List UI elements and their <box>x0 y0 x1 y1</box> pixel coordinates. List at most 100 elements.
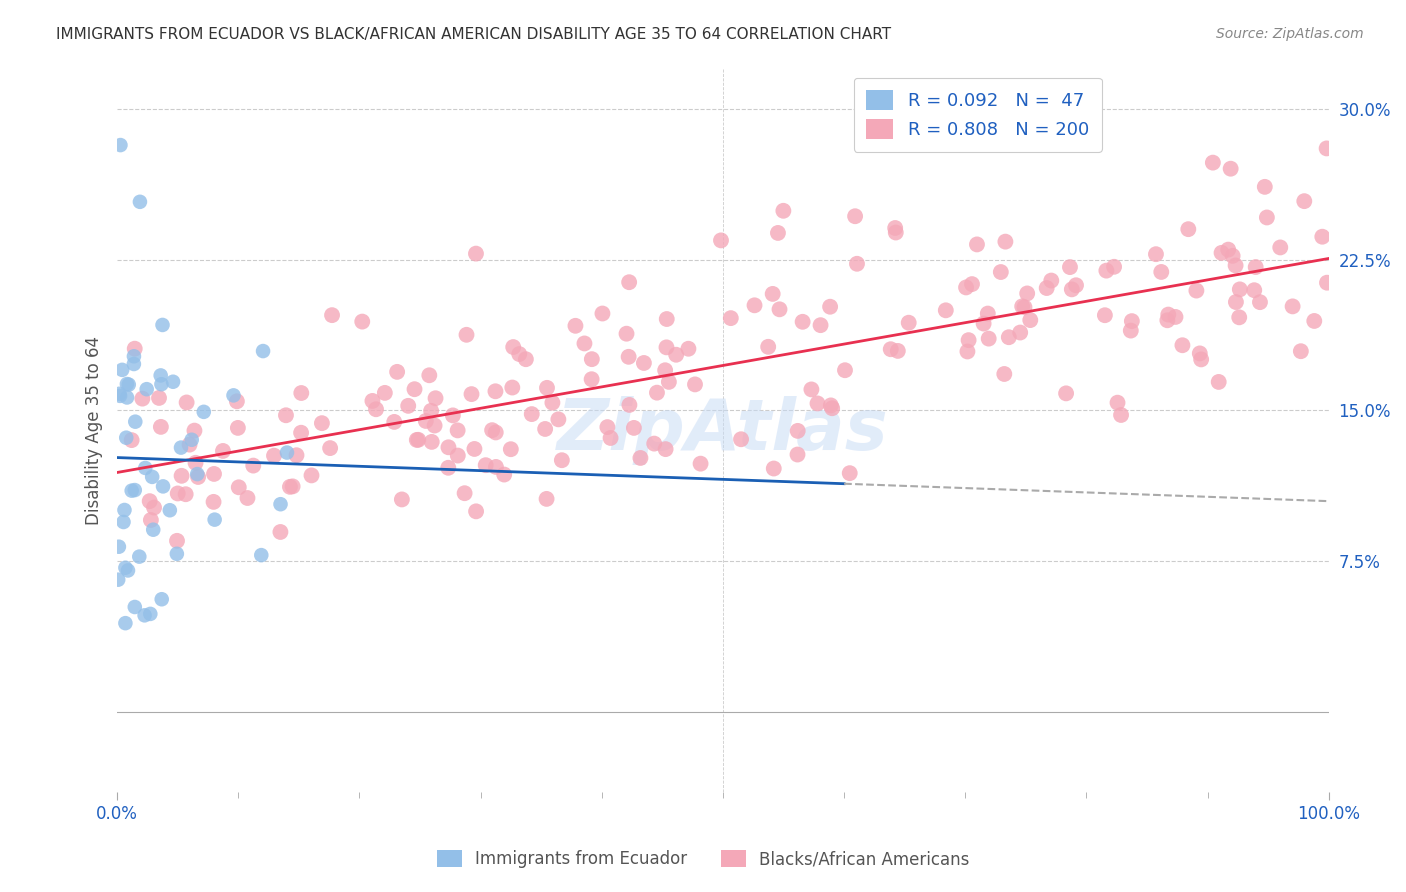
Point <box>792 315 814 329</box>
Point <box>645 385 668 400</box>
Point <box>1095 263 1118 277</box>
Point <box>1249 295 1271 310</box>
Point <box>1014 300 1036 314</box>
Point <box>242 458 264 473</box>
Point <box>1121 314 1143 328</box>
Point <box>762 461 785 475</box>
Point <box>139 513 162 527</box>
Point <box>204 513 226 527</box>
Point <box>617 350 640 364</box>
Point <box>880 343 903 357</box>
Point <box>425 391 447 405</box>
Point <box>226 421 249 435</box>
Point <box>966 237 988 252</box>
Point <box>884 221 907 235</box>
Point <box>121 433 143 447</box>
Point <box>800 383 823 397</box>
Point <box>415 414 437 428</box>
Point <box>884 226 907 240</box>
Point <box>361 393 384 408</box>
Point <box>202 467 225 481</box>
Point <box>152 318 174 332</box>
Point <box>124 342 146 356</box>
Point <box>290 386 312 401</box>
Point <box>186 467 208 481</box>
Point <box>1035 281 1057 295</box>
Point <box>515 352 537 367</box>
Point <box>581 352 603 367</box>
Text: Source: ZipAtlas.com: Source: ZipAtlas.com <box>1216 27 1364 41</box>
Point <box>225 394 247 409</box>
Point <box>124 415 146 429</box>
Point <box>149 420 172 434</box>
Point <box>108 389 131 403</box>
Point <box>135 382 157 396</box>
Point <box>762 286 785 301</box>
Point <box>134 461 156 475</box>
Point <box>108 386 131 401</box>
Point <box>730 432 752 446</box>
Point <box>420 434 443 449</box>
Point <box>551 453 574 467</box>
Point <box>655 312 678 326</box>
Point <box>180 433 202 447</box>
Point <box>263 449 285 463</box>
Point <box>683 377 706 392</box>
Point <box>623 421 645 435</box>
Point <box>447 449 470 463</box>
Point <box>1150 265 1173 279</box>
Point <box>998 330 1021 344</box>
Point <box>420 404 443 418</box>
Point <box>114 616 136 631</box>
Point <box>385 365 408 379</box>
Point <box>574 336 596 351</box>
Text: IMMIGRANTS FROM ECUADOR VS BLACK/AFRICAN AMERICAN DISABILITY AGE 35 TO 64 CORREL: IMMIGRANTS FROM ECUADOR VS BLACK/AFRICAN… <box>56 27 891 42</box>
Point <box>720 311 742 326</box>
Point <box>1157 308 1180 322</box>
Point <box>117 564 139 578</box>
Point <box>1225 295 1247 310</box>
Point <box>1017 286 1039 301</box>
Point <box>1019 313 1042 327</box>
Point <box>1225 259 1247 273</box>
Point <box>520 407 543 421</box>
Point <box>710 233 733 247</box>
Point <box>1256 211 1278 225</box>
Point <box>290 425 312 440</box>
Point <box>128 549 150 564</box>
Point <box>617 275 640 289</box>
Point <box>1109 408 1132 422</box>
Point <box>269 524 291 539</box>
Legend: Immigrants from Ecuador, Blacks/African Americans: Immigrants from Ecuador, Blacks/African … <box>430 843 976 875</box>
Point <box>619 398 641 412</box>
Point <box>1107 395 1129 409</box>
Point <box>960 277 983 292</box>
Point <box>112 515 135 529</box>
Point <box>319 441 342 455</box>
Point <box>956 344 979 359</box>
Point <box>977 307 1000 321</box>
Point <box>252 344 274 359</box>
Point <box>541 395 564 409</box>
Point <box>846 257 869 271</box>
Point <box>166 486 188 500</box>
Point <box>501 380 523 394</box>
Point <box>1310 229 1333 244</box>
Point <box>485 425 508 440</box>
Point <box>274 409 297 423</box>
Point <box>228 480 250 494</box>
Point <box>159 503 181 517</box>
Point <box>821 401 844 416</box>
Point <box>121 483 143 498</box>
Point <box>1294 194 1316 209</box>
Point <box>1254 179 1277 194</box>
Point <box>114 560 136 574</box>
Legend: R = 0.092   N =  47, R = 0.808   N = 200: R = 0.092 N = 47, R = 0.808 N = 200 <box>853 78 1101 152</box>
Point <box>1227 310 1250 325</box>
Point <box>547 412 569 426</box>
Point <box>437 440 460 454</box>
Point <box>534 422 557 436</box>
Point <box>321 308 343 322</box>
Point <box>418 368 440 383</box>
Point <box>581 372 603 386</box>
